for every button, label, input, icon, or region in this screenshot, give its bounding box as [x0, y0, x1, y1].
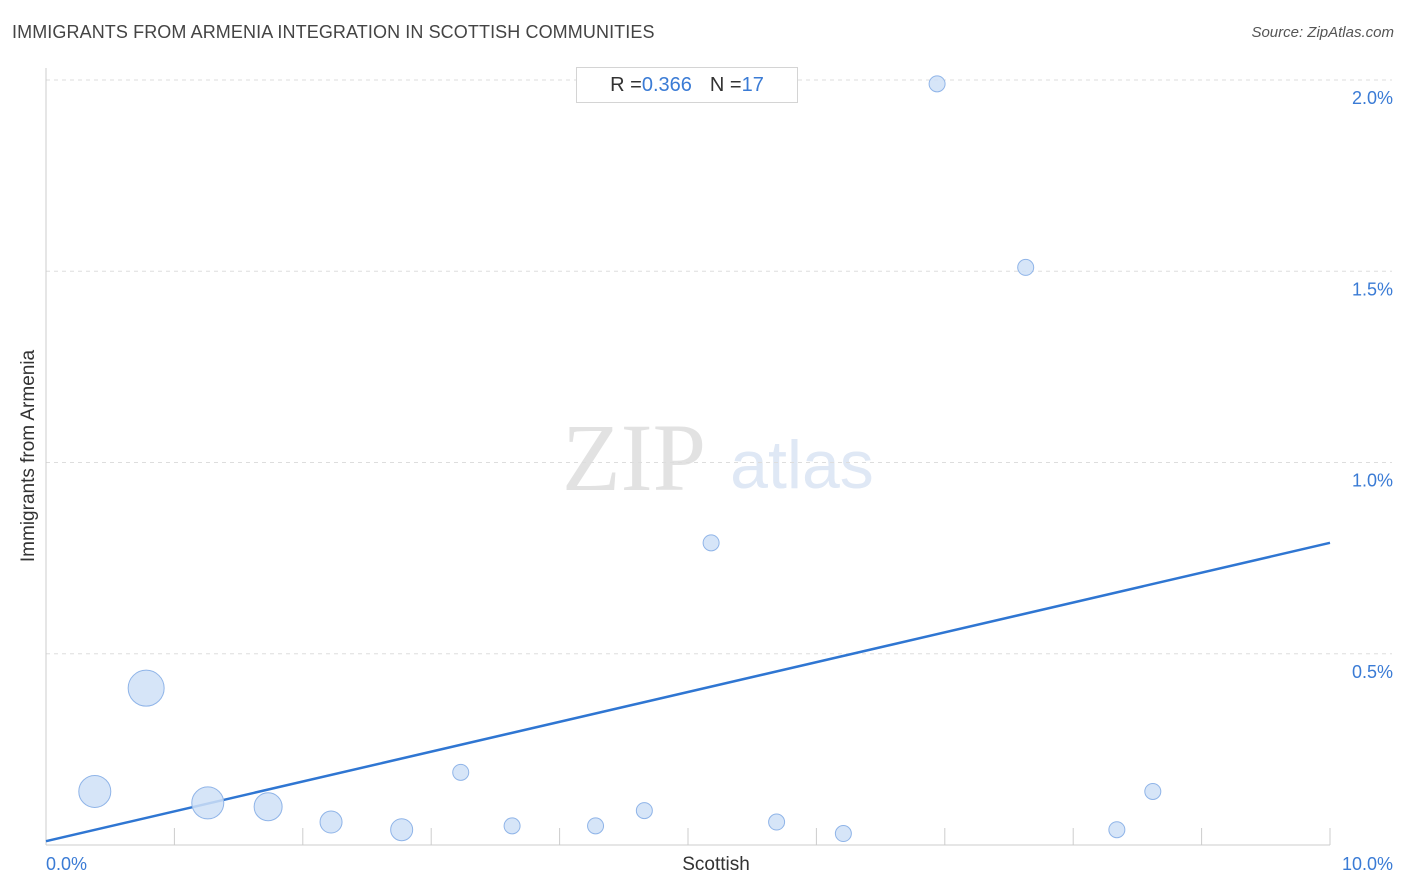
y-axis-label: Immigrants from Armenia — [18, 349, 39, 562]
n-value: 17 — [741, 73, 764, 96]
y-tick-label: 1.5% — [1352, 279, 1393, 299]
data-point — [1108, 821, 1126, 839]
data-point — [635, 802, 653, 820]
data-point — [319, 810, 343, 834]
n-label: N = — [709, 73, 742, 96]
r-value: 0.366 — [641, 73, 692, 96]
source-credit: Source: ZipAtlas.com — [1251, 24, 1394, 41]
data-point — [1017, 258, 1035, 276]
data-point — [452, 763, 470, 781]
watermark-zip: ZIP — [562, 404, 706, 511]
data-point — [834, 825, 852, 843]
x-axis-label: Scottish — [682, 854, 750, 875]
x-tick-label-min: 0.0% — [46, 854, 87, 874]
data-point — [127, 669, 165, 707]
x-tick-label-max: 10.0% — [1342, 854, 1393, 874]
data-point — [253, 792, 283, 822]
r-label: R = — [610, 73, 642, 96]
data-point — [587, 817, 605, 835]
watermark-atlas: atlas — [730, 427, 874, 503]
axes — [45, 68, 1331, 846]
data-point — [503, 817, 521, 835]
y-tick-label: 0.5% — [1352, 662, 1393, 682]
y-tick-labels: 0.5% 1.0% 1.5% 2.0% — [1352, 88, 1393, 682]
data-point — [191, 786, 225, 820]
trendline-group — [45, 541, 1331, 843]
chart-title: IMMIGRANTS FROM ARMENIA INTEGRATION IN S… — [12, 22, 655, 42]
y-tick-label: 1.0% — [1352, 471, 1393, 491]
correlation-stats-box: R = 0.366 N = 17 — [576, 67, 798, 103]
data-point — [928, 75, 946, 93]
data-point — [768, 813, 786, 831]
data-point — [702, 534, 720, 552]
grid-lines — [46, 79, 1392, 655]
data-point — [390, 818, 414, 842]
data-point — [1144, 782, 1162, 800]
data-points — [78, 75, 1162, 843]
watermark: ZIP atlas — [562, 404, 874, 511]
trendline — [45, 541, 1331, 843]
y-tick-label: 2.0% — [1352, 88, 1393, 108]
data-point — [78, 774, 112, 808]
